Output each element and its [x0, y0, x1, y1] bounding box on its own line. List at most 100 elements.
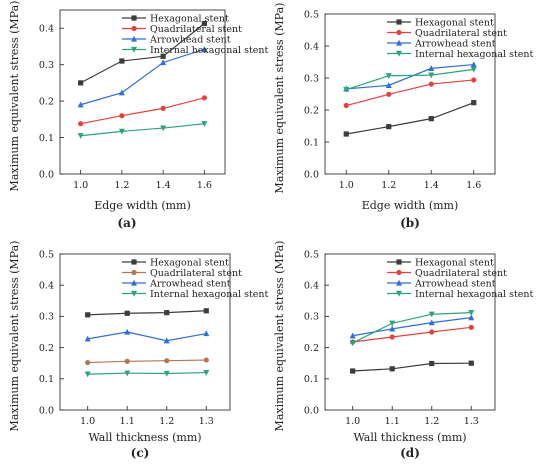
data-point: [84, 335, 91, 342]
data-point: [160, 105, 166, 111]
x-tick-label: 1.1: [385, 416, 400, 427]
y-tick-label: 0.3: [39, 312, 54, 323]
legend-marker: [396, 279, 402, 286]
data-point: [389, 320, 396, 327]
legend-marker: [396, 29, 402, 36]
data-point: [471, 100, 477, 106]
data-point: [203, 369, 210, 376]
y-tick-label: 0.4: [304, 281, 319, 292]
x-tick-label: 1.3: [199, 416, 214, 427]
panel-label: (a): [117, 216, 136, 230]
panel-1: 0.0 0.1 0.2 0.3 0.4 0.5 1.0 1.2 1.4 1.6 Edge width…: [273, 3, 534, 230]
legend-marker: [396, 269, 402, 276]
data-point: [201, 46, 208, 52]
legend-entry: Quadrilateral stent: [415, 28, 507, 39]
data-point: [124, 358, 130, 364]
y-tick-label: 0.0: [39, 405, 54, 416]
data-point: [201, 20, 207, 27]
data-point: [470, 61, 477, 68]
y-tick-label: 0.1: [39, 374, 54, 385]
data-point: [203, 308, 209, 314]
x-tick-label: 1.2: [114, 180, 129, 191]
data-point: [386, 124, 392, 130]
y-axis-title: Maximum equivalent stress (MPa): [8, 241, 21, 432]
panel-2: 0.0 0.1 0.2 0.3 0.4 0.5 1.0 1.1 1.2 1.3 Wall thick…: [8, 241, 269, 460]
data-point: [160, 59, 167, 66]
x-tick-label: 1.2: [381, 180, 396, 191]
data-point: [77, 133, 84, 139]
x-tick-label: 1.1: [120, 416, 135, 427]
y-tick-label: 0.5: [39, 249, 54, 260]
legend-marker: [396, 290, 402, 297]
y-tick-label: 0.5: [304, 9, 319, 20]
data-point: [428, 65, 435, 71]
legend-marker: [131, 15, 137, 21]
legend-marker: [131, 46, 137, 53]
legend-entry: Arrowhead stent: [414, 38, 496, 49]
panel-3: 0.0 0.1 0.2 0.3 0.4 0.5 1.0 1.1 1.2 1.3 Wall thick…: [273, 241, 534, 460]
legend-marker: [131, 290, 137, 297]
panel-label: (c): [131, 446, 150, 460]
data-point: [386, 91, 392, 97]
data-point: [343, 102, 349, 109]
legend-entry: Internal hexagonal stent: [150, 45, 269, 56]
y-tick-label: 0.2: [39, 96, 54, 107]
x-axis-title: Wall thickness (mm): [88, 431, 201, 444]
y-tick-label: 0.3: [304, 73, 319, 84]
legend-entry: Quadrilateral stent: [415, 268, 507, 279]
series-line: [80, 97, 205, 125]
data-point: [470, 66, 477, 73]
data-point: [118, 128, 125, 135]
x-axis-title: Edge width (mm): [94, 199, 191, 212]
x-tick-label: 1.4: [424, 180, 439, 191]
data-point: [428, 319, 435, 326]
data-point: [118, 89, 125, 96]
y-tick-label: 0.5: [304, 249, 319, 260]
y-tick-label: 0.2: [304, 343, 319, 354]
y-axis-title: Maximum equivalent stress (MPa): [273, 3, 286, 194]
legend-marker: [131, 25, 137, 32]
y-tick-label: 0.2: [39, 343, 54, 354]
series-line: [346, 68, 474, 91]
data-point: [389, 334, 395, 340]
y-axis-title: Maximum equivalent stress (MPa): [273, 241, 286, 432]
data-point: [389, 366, 395, 372]
data-point: [429, 360, 435, 367]
legend-entry: Quadrilateral stent: [150, 268, 242, 279]
series-line: [346, 102, 474, 135]
data-point: [349, 340, 356, 347]
y-tick-label: 0.1: [39, 133, 54, 144]
data-point: [164, 358, 170, 364]
series-line: [346, 63, 474, 90]
data-point: [119, 58, 125, 64]
series-line: [80, 123, 205, 137]
plot-frame: [59, 9, 226, 175]
series-line: [352, 362, 472, 372]
legend-marker: [131, 259, 137, 265]
series-line: [87, 310, 207, 316]
y-tick-label: 0.0: [304, 405, 319, 416]
data-point: [428, 116, 434, 122]
series-line: [87, 331, 207, 342]
data-point: [85, 359, 91, 366]
legend-marker: [396, 50, 402, 57]
y-tick-label: 0.0: [39, 169, 54, 180]
x-tick-label: 1.0: [345, 416, 360, 427]
x-tick-label: 1.3: [464, 416, 479, 427]
data-point: [203, 357, 209, 363]
data-point: [429, 329, 435, 335]
legend-entry: Quadrilateral stent: [150, 24, 242, 35]
data-point: [468, 310, 475, 316]
data-point: [164, 310, 170, 316]
data-point: [119, 113, 125, 119]
y-tick-label: 0.4: [39, 281, 54, 292]
y-tick-label: 0.1: [304, 137, 319, 148]
data-point: [78, 121, 84, 127]
data-point: [468, 314, 475, 321]
data-point: [468, 324, 474, 330]
data-point: [350, 368, 356, 374]
series-line: [87, 359, 207, 364]
x-axis-title: Edge width (mm): [362, 199, 459, 212]
legend-entry: Internal hexagonal stent: [150, 289, 269, 300]
